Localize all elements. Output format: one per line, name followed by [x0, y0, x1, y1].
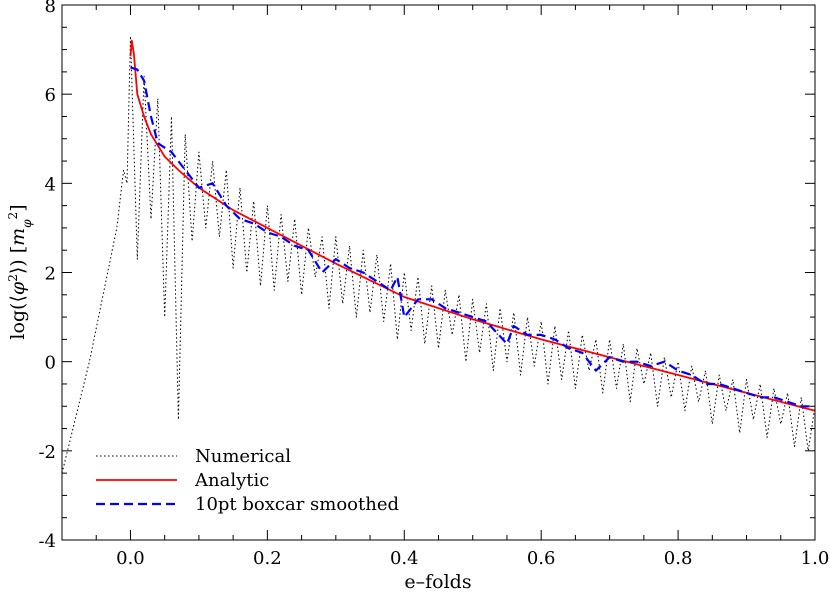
series-line-1: [61, 35, 816, 474]
y-tick-label: 8: [45, 0, 56, 17]
y-tick-label: 0: [45, 353, 56, 374]
x-tick-label: 0.8: [664, 548, 693, 569]
x-tick-label: 0.6: [527, 548, 556, 569]
series-line-3: [130, 66, 815, 408]
x-tick-label: 0.2: [253, 548, 282, 569]
x-axis-label: e–folds: [404, 571, 471, 590]
legend-label: Numerical: [195, 446, 291, 467]
y-tick-label: -2: [38, 442, 56, 463]
x-tick-label: 0.0: [116, 548, 145, 569]
y-tick-label: 2: [45, 264, 56, 285]
legend: Numerical Analytic 10pt boxcar smoothed: [96, 446, 399, 515]
legend-label: 10pt boxcar smoothed: [195, 494, 399, 515]
series-line-2: [129, 39, 816, 412]
legend-label: Analytic: [194, 470, 269, 491]
ticks-layer: 0.0 0.2 0.4 0.6 0.8 1.0 -4 -2 0 2 4 6 8: [38, 0, 829, 569]
y-tick-label: 4: [45, 174, 56, 195]
x-tick-label: 1.0: [801, 548, 830, 569]
y-tick-label: 6: [45, 85, 56, 106]
y-axis-label: log(⟨φ2⟩) [mφ2]: [6, 204, 34, 339]
x-tick-label: 0.4: [390, 548, 419, 569]
series-layer: [61, 35, 816, 474]
plot-frame: [61, 4, 816, 541]
y-tick-label: -4: [38, 531, 56, 552]
